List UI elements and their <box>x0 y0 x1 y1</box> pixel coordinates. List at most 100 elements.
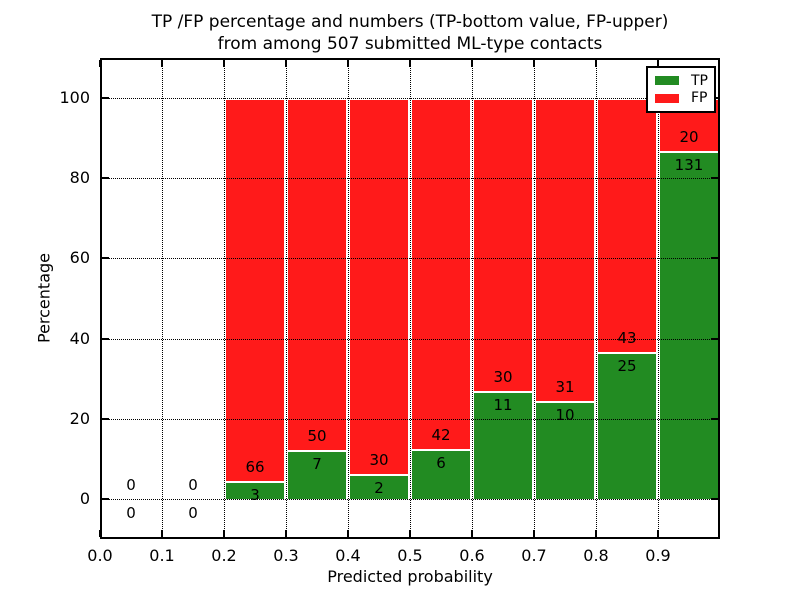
x-tick-mark <box>223 530 225 537</box>
y-tick-mark-right <box>711 337 718 340</box>
bar-tp-count-label: 6 <box>436 453 446 472</box>
y-tick-label: 20 <box>69 408 90 428</box>
bar-tp-count-label: 2 <box>374 478 384 497</box>
x-tick-label: 0.5 <box>397 546 423 565</box>
x-tick-mark-top <box>533 60 535 67</box>
gridline-vertical <box>348 58 349 539</box>
spine-right <box>718 58 720 539</box>
gridline-vertical <box>472 58 473 539</box>
bar-fp-segment <box>596 98 658 352</box>
gridline-vertical <box>162 58 163 539</box>
y-tick-mark-right <box>711 177 718 180</box>
x-tick-mark <box>347 530 349 537</box>
bar-fp-segment <box>472 98 534 392</box>
y-tick-mark-right <box>711 417 718 420</box>
bar-tp-segment <box>658 151 720 499</box>
bar-fp-segment <box>348 98 410 474</box>
legend-swatch-fp <box>655 93 679 103</box>
x-tick-mark <box>595 530 597 537</box>
bar-tp-count-label: 0 <box>126 503 136 522</box>
legend: TP FP <box>646 66 716 113</box>
spine-left <box>100 58 102 539</box>
bar-fp-count-label: 43 <box>617 328 637 347</box>
bar-tp-count-label: 0 <box>188 503 198 522</box>
x-tick-mark <box>409 530 411 537</box>
x-tick-label: 0.0 <box>87 546 113 565</box>
bar-tp-count-label: 7 <box>312 454 322 473</box>
bar-tp-segment <box>410 448 472 499</box>
x-tick-label: 0.1 <box>149 546 175 565</box>
x-tick-label: 0.4 <box>335 546 361 565</box>
y-tick-label: 100 <box>59 88 90 108</box>
x-tick-mark-top <box>285 60 287 67</box>
x-tick-mark-top <box>595 60 597 67</box>
x-tick-label: 0.8 <box>583 546 609 565</box>
spine-bottom <box>100 537 720 539</box>
gridline-vertical <box>534 58 535 539</box>
bar-fp-count-label: 30 <box>369 450 389 469</box>
legend-entry-label: FP <box>691 90 708 107</box>
bar-tp-segment <box>224 481 286 499</box>
gridline-vertical <box>224 58 225 539</box>
x-tick-mark <box>533 530 535 537</box>
x-tick-mark-top <box>161 60 163 67</box>
y-tick-label: 0 <box>79 488 90 508</box>
y-tick-mark <box>102 497 109 500</box>
bar-tp-segment <box>596 351 658 499</box>
y-tick-label: 60 <box>69 248 90 268</box>
chart-title-line2: from among 507 submitted ML-type contact… <box>217 34 603 54</box>
bar-fp-count-label: 0 <box>126 475 136 494</box>
y-tick-mark-right <box>711 497 718 500</box>
x-tick-mark-top <box>657 60 659 67</box>
y-tick-label: 80 <box>69 168 90 188</box>
x-tick-label: 0.7 <box>521 546 547 565</box>
x-tick-mark <box>161 530 163 537</box>
x-tick-label: 0.9 <box>645 546 671 565</box>
bar-tp-count-label: 3 <box>250 486 260 505</box>
gridline-vertical <box>410 58 411 539</box>
gridline-vertical <box>658 58 659 539</box>
legend-swatch-tp <box>655 76 679 86</box>
chart-title-line1: TP /FP percentage and numbers (TP-bottom… <box>151 12 669 32</box>
gridline-vertical <box>286 58 287 539</box>
bar-fp-segment <box>224 98 286 482</box>
bar-fp-count-label: 20 <box>679 128 699 147</box>
bar-fp-segment <box>534 98 596 402</box>
spine-top <box>100 58 720 60</box>
x-tick-mark-top <box>347 60 349 67</box>
x-tick-label: 0.6 <box>459 546 485 565</box>
y-tick-mark <box>102 417 109 420</box>
x-tick-mark-top <box>409 60 411 67</box>
legend-entry-label: TP <box>691 72 708 89</box>
x-axis-label: Predicted probability <box>327 567 493 586</box>
x-tick-mark-top <box>223 60 225 67</box>
y-tick-mark <box>102 177 109 180</box>
x-tick-mark-top <box>99 60 101 67</box>
bar-fp-count-label: 30 <box>493 368 513 387</box>
y-tick-label: 40 <box>69 328 90 348</box>
x-tick-mark <box>285 530 287 537</box>
legend-entry: FP <box>655 91 710 105</box>
gridline-vertical <box>596 58 597 539</box>
x-tick-label: 0.3 <box>273 546 299 565</box>
bar-tp-count-label: 25 <box>617 356 637 375</box>
x-tick-mark <box>471 530 473 537</box>
legend-entry: TP <box>655 74 710 88</box>
bar-fp-count-label: 50 <box>307 426 327 445</box>
bar-tp-segment <box>472 391 534 499</box>
bar-tp-segment <box>348 473 410 499</box>
x-tick-label: 0.2 <box>211 546 237 565</box>
bar-tp-segment <box>286 449 348 499</box>
bar-fp-count-label: 66 <box>245 458 265 477</box>
y-tick-mark <box>102 337 109 340</box>
bar-fp-segment <box>410 98 472 449</box>
bar-tp-count-label: 131 <box>674 156 704 175</box>
bar-tp-count-label: 11 <box>493 396 513 415</box>
y-tick-mark <box>102 257 109 260</box>
y-axis-label: Percentage <box>34 252 54 344</box>
y-tick-mark-right <box>711 257 718 260</box>
x-tick-mark <box>99 530 101 537</box>
bar-fp-count-label: 31 <box>555 378 575 397</box>
x-tick-mark <box>657 530 659 537</box>
